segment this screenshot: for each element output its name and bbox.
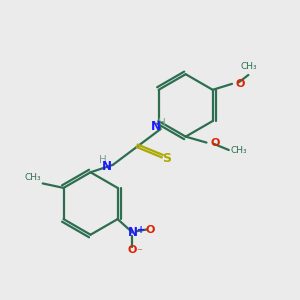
Text: CH₃: CH₃: [240, 62, 257, 71]
Text: N: N: [102, 160, 112, 173]
Text: ⁻: ⁻: [136, 247, 142, 257]
Text: CH₃: CH₃: [25, 173, 41, 182]
Text: O: O: [128, 245, 137, 255]
Text: H: H: [158, 118, 166, 128]
Text: O: O: [210, 138, 220, 148]
Text: N: N: [151, 120, 161, 133]
Text: H: H: [100, 155, 107, 165]
Text: +: +: [137, 224, 145, 235]
Text: O: O: [236, 79, 245, 89]
Text: S: S: [162, 152, 171, 165]
Text: CH₃: CH₃: [230, 146, 247, 154]
Text: N: N: [128, 226, 137, 239]
Text: O: O: [146, 224, 155, 235]
